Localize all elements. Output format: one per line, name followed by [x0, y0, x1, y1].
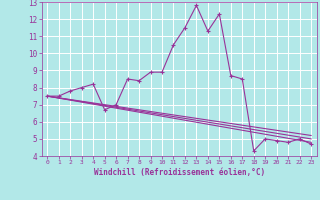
X-axis label: Windchill (Refroidissement éolien,°C): Windchill (Refroidissement éolien,°C) [94, 168, 265, 177]
